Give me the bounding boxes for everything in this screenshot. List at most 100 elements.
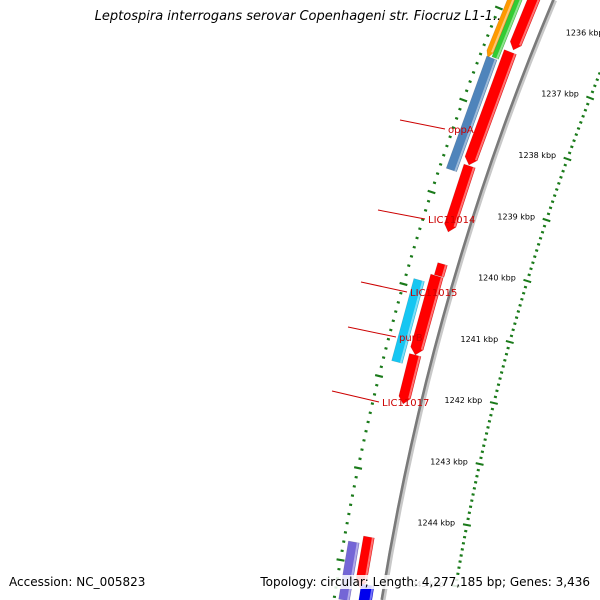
- feature-shine: [369, 585, 374, 600]
- minor-tick: [470, 499, 474, 502]
- minor-tick: [412, 245, 417, 249]
- minor-tick: [458, 107, 462, 111]
- minor-tick: [561, 169, 565, 173]
- minor-tick: [546, 212, 551, 216]
- minor-tick: [483, 438, 487, 442]
- minor-tick: [366, 420, 370, 424]
- gene-label: purB: [399, 333, 423, 344]
- gene-feature: [433, 262, 448, 278]
- minor-tick: [482, 43, 486, 47]
- minor-tick: [503, 358, 507, 362]
- leader-line: [360, 281, 408, 293]
- gene-feature: [491, 0, 523, 60]
- minor-tick: [468, 80, 472, 84]
- minor-tick: [372, 392, 377, 396]
- minor-tick: [462, 535, 467, 539]
- minor-tick: [499, 371, 504, 374]
- major-tick: [523, 278, 532, 284]
- minor-tick: [486, 425, 490, 429]
- minor-tick: [370, 402, 375, 406]
- minor-tick: [484, 432, 489, 435]
- minor-tick: [466, 517, 470, 521]
- minor-tick: [490, 407, 495, 411]
- minor-tick: [375, 383, 379, 387]
- kbp-label: 1243 kbp: [430, 457, 468, 466]
- minor-tick: [513, 322, 517, 326]
- gene-feature: [410, 273, 444, 356]
- leader-line: [377, 209, 426, 220]
- minor-tick: [487, 419, 492, 423]
- label-leaders: [331, 119, 446, 403]
- minor-tick: [353, 466, 363, 470]
- major-tick: [542, 217, 551, 223]
- minor-tick: [496, 383, 501, 387]
- minor-tick: [343, 531, 348, 534]
- minor-tick: [456, 572, 460, 576]
- minor-tick: [473, 480, 478, 484]
- minor-tick: [489, 413, 493, 417]
- minor-tick: [511, 328, 515, 332]
- minor-tick: [420, 218, 425, 222]
- minor-tick: [340, 549, 344, 553]
- minor-tick: [472, 487, 477, 490]
- minor-tick: [475, 474, 479, 478]
- minor-tick: [368, 411, 372, 415]
- minor-tick: [384, 346, 388, 350]
- feature-shine: [453, 167, 475, 228]
- minor-tick: [426, 199, 431, 203]
- minor-tick: [493, 15, 497, 19]
- minor-tick: [534, 249, 539, 252]
- topology-text: Topology: circular; Length: 4,277,185 bp…: [260, 575, 590, 589]
- minor-tick: [381, 356, 386, 360]
- minor-tick: [459, 97, 468, 103]
- minor-tick: [415, 236, 419, 240]
- minor-tick: [478, 52, 483, 56]
- minor-tick: [521, 291, 526, 295]
- minor-tick: [441, 153, 446, 157]
- minor-tick: [468, 505, 473, 509]
- minor-tick: [479, 456, 483, 460]
- kbp-label: 1237 kbp: [541, 90, 579, 99]
- genome-backbone: [380, 0, 557, 600]
- gene-label: oppA: [448, 125, 474, 136]
- minor-tick: [498, 377, 502, 381]
- gene-feature: [398, 353, 422, 405]
- minor-tick: [504, 352, 509, 356]
- map-title: Leptospira interrogans serovar Copenhage…: [94, 9, 506, 24]
- minor-tick: [418, 227, 422, 231]
- minor-tick: [579, 120, 583, 124]
- feature-shine: [491, 0, 515, 53]
- minor-tick: [552, 194, 557, 198]
- minor-tick: [516, 310, 521, 313]
- minor-tick: [386, 337, 391, 341]
- gene-features[interactable]: [338, 0, 542, 600]
- minor-tick: [540, 230, 545, 234]
- minor-tick: [432, 181, 437, 185]
- leader-line: [399, 119, 446, 130]
- minor-tick: [529, 267, 533, 271]
- minor-tick: [489, 24, 494, 28]
- gene-feature: [509, 0, 541, 51]
- gene-feature: [444, 163, 476, 233]
- minor-tick: [358, 457, 362, 461]
- minor-tick: [595, 78, 600, 82]
- minor-tick: [352, 485, 356, 488]
- minor-tick: [523, 285, 528, 289]
- minor-tick: [423, 208, 428, 212]
- minor-tick: [471, 70, 476, 74]
- major-tick: [489, 401, 499, 405]
- minor-tick: [590, 90, 595, 94]
- minor-tick: [399, 291, 403, 295]
- feature-shine: [441, 264, 447, 278]
- minor-tick: [438, 162, 443, 166]
- kbp-label: 1236 kbp: [566, 28, 600, 37]
- minor-tick: [362, 439, 366, 442]
- minor-tick: [374, 373, 384, 379]
- gene-labels: oppA LIC11014 LIC11015 purB LIC11017: [382, 125, 475, 409]
- kbp-label: 1239 kbp: [497, 212, 535, 221]
- minor-tick: [550, 200, 555, 204]
- minor-tick: [476, 468, 480, 472]
- minor-tick: [527, 273, 531, 277]
- minor-tick: [542, 224, 547, 228]
